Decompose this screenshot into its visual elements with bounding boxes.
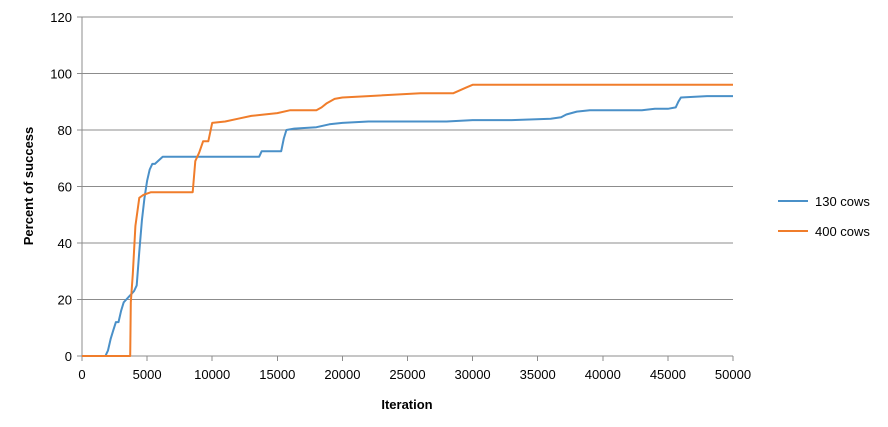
x-tick-label: 25000 [389, 367, 425, 382]
x-tick-label: 50000 [715, 367, 751, 382]
x-tick-label: 35000 [520, 367, 556, 382]
series-line-2 [82, 83, 733, 357]
y-tick-label: 60 [58, 180, 72, 195]
y-axis-title: Percent of success [21, 127, 36, 246]
axes [77, 16, 734, 361]
x-tick-label: 10000 [194, 367, 230, 382]
series-lines [82, 83, 733, 357]
legend-label: 130 cows [815, 194, 870, 209]
x-tick-label: 0 [78, 367, 85, 382]
x-tick-label: 45000 [650, 367, 686, 382]
x-tick-label: 20000 [324, 367, 360, 382]
y-tick-label: 40 [58, 236, 72, 251]
series-line-1 [82, 95, 733, 357]
x-axis-title: Iteration [381, 397, 432, 412]
y-tick-label: 0 [65, 349, 72, 364]
legend: 130 cows 400 cows [778, 194, 870, 239]
y-tick-label: 80 [58, 123, 72, 138]
x-tick-label: 15000 [259, 367, 295, 382]
y-tick-label: 120 [50, 10, 72, 25]
x-tick-label: 5000 [133, 367, 162, 382]
y-tick-label: 100 [50, 67, 72, 82]
x-tick-label: 40000 [585, 367, 621, 382]
tick-labels: 0 20 40 60 80 100 120 0 5000 10000 15000 20000 25000… [50, 10, 751, 382]
x-tick-label: 30000 [455, 367, 491, 382]
legend-label: 400 cows [815, 224, 870, 239]
y-tick-label: 20 [58, 293, 72, 308]
gridlines [82, 16, 733, 300]
